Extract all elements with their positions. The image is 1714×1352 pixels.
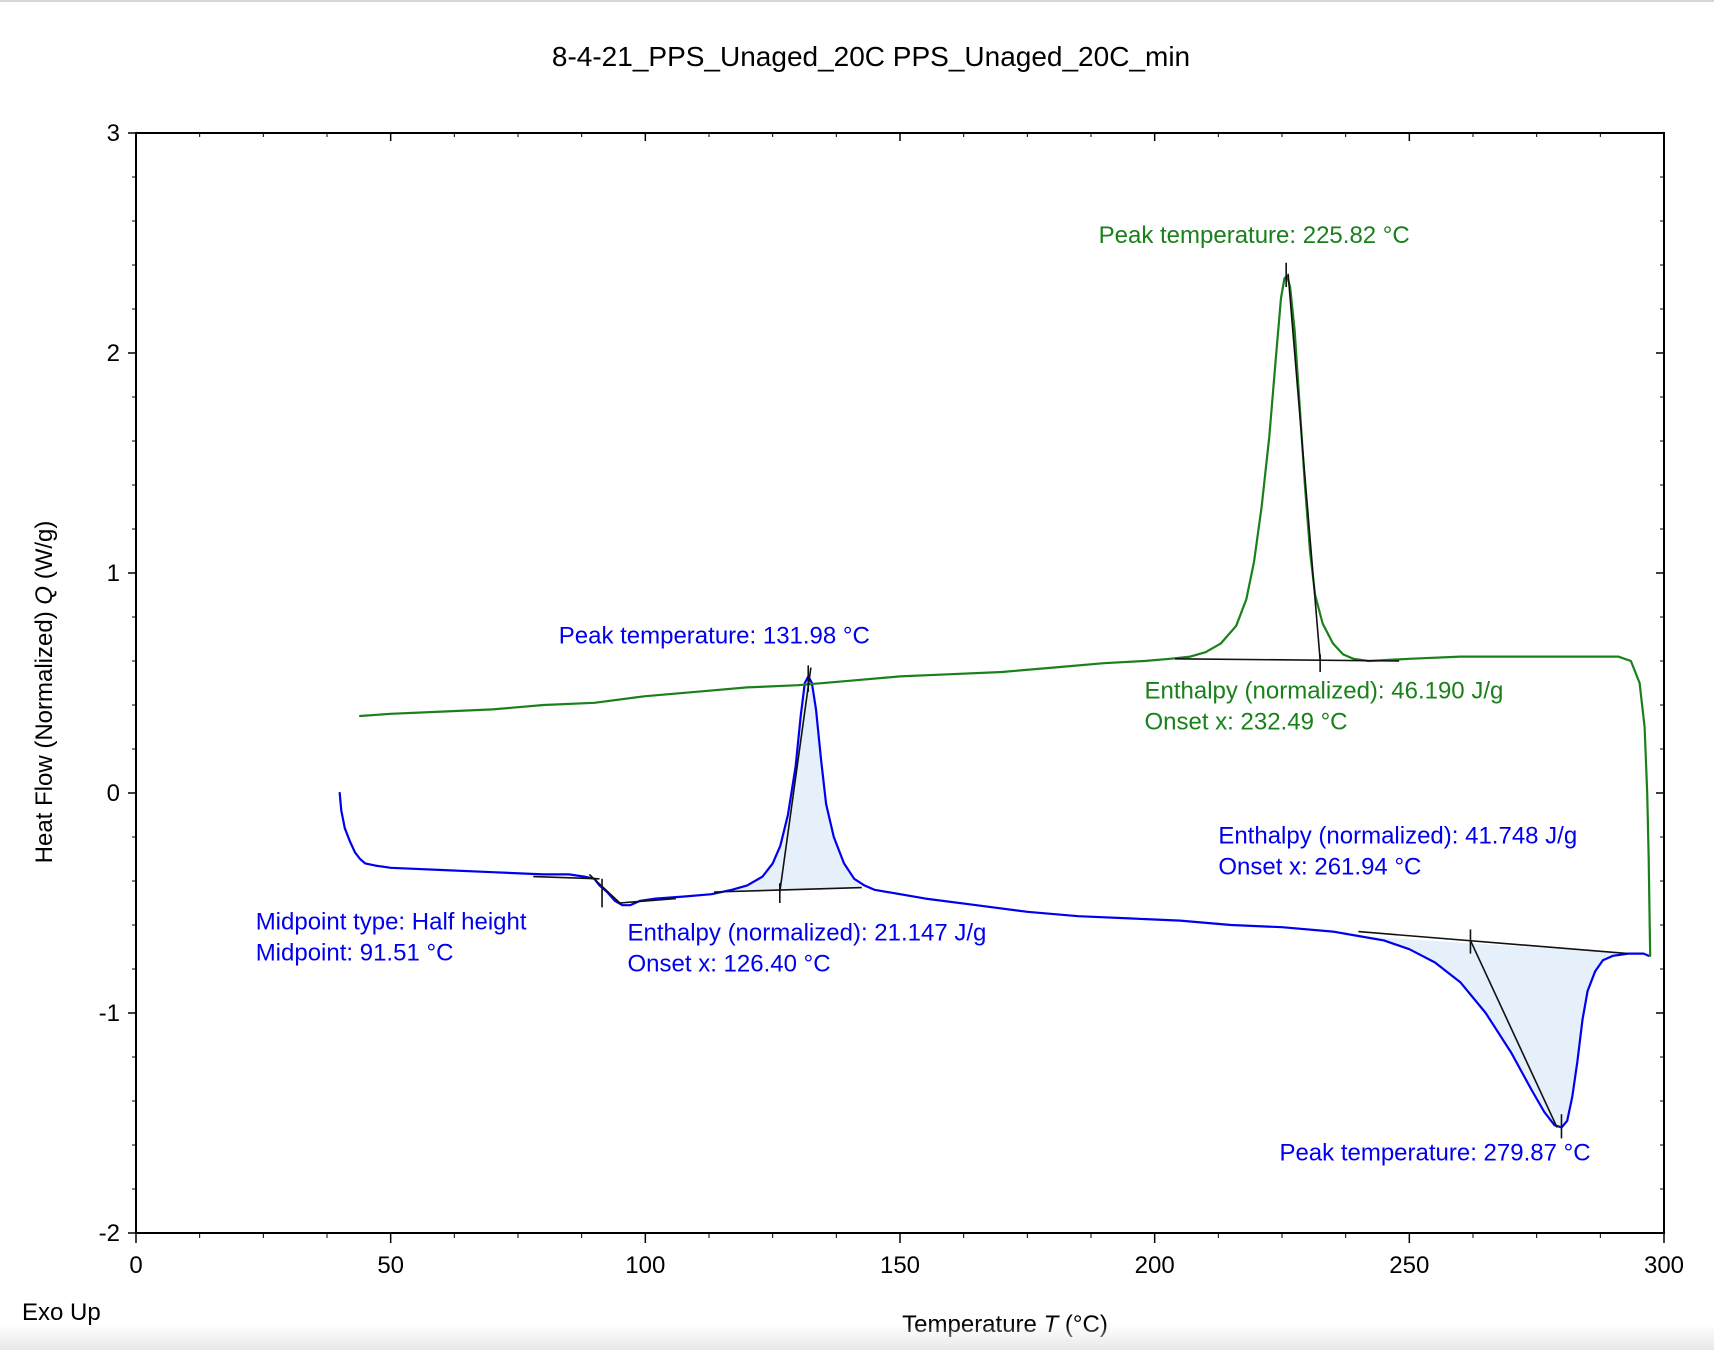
annotation-text: Peak temperature: 131.98 °C (559, 622, 870, 649)
x-tick-label: 150 (880, 1252, 920, 1279)
annotation-text: Onset x: 261.94 °C (1218, 854, 1421, 881)
onset-tangent-line (779, 667, 812, 893)
analysis-lines (533, 262, 1629, 1139)
annotation-text: Peak temperature: 279.87 °C (1279, 1139, 1590, 1166)
annotation-text: Onset x: 232.49 °C (1144, 708, 1347, 735)
annotation-text: Peak temperature: 225.82 °C (1099, 222, 1410, 249)
y-tick-label: 1 (107, 560, 120, 587)
exo-up-note: Exo Up (22, 1299, 101, 1326)
onset-tangent-line (1469, 940, 1558, 1128)
annotation-text: Enthalpy (normalized): 21.147 J/g (628, 919, 987, 946)
y-tick-label: -2 (99, 1220, 120, 1247)
peak-area-fill (714, 676, 862, 892)
annotation-text: Midpoint type: Half height (256, 908, 527, 935)
annotation-text: Midpoint: 91.51 °C (256, 939, 454, 966)
integration-fills (714, 676, 1629, 1128)
series-lines (338, 274, 1652, 1129)
integration-baseline (1175, 658, 1400, 662)
annotation-text: Onset x: 126.40 °C (628, 950, 831, 977)
annotation-text: Enthalpy (normalized): 46.190 J/g (1144, 677, 1503, 704)
axes: 0 50 100 150 200 250 300 -2 -1 0 1 2 3 (99, 120, 1684, 1279)
annotations: Peak temperature: 225.82 °C Enthalpy (nor… (256, 222, 1591, 1166)
x-tick-label: 0 (129, 1252, 142, 1279)
peak-area-fill (1358, 936, 1629, 1128)
annotation-text: Enthalpy (normalized): 41.748 J/g (1218, 823, 1577, 850)
x-tick-label: 250 (1389, 1252, 1429, 1279)
window-bottom-edge (0, 1324, 1714, 1350)
x-tick-label: 100 (625, 1252, 665, 1279)
tg-baseline-after (619, 897, 676, 904)
tg-baseline-before (533, 875, 600, 880)
y-tick-label: 3 (107, 120, 120, 147)
integration-baseline (1358, 930, 1629, 955)
x-tick-label: 200 (1135, 1252, 1175, 1279)
x-tick-label: 300 (1644, 1252, 1684, 1279)
y-axis-label: Heat Flow (Normalized) Q (W/g) (31, 521, 58, 864)
y-tick-label: 2 (107, 340, 120, 367)
y-tick-label: 0 (107, 780, 120, 807)
chart-title: 8-4-21_PPS_Unaged_20C PPS_Unaged_20C_min (552, 41, 1190, 72)
x-tick-label: 50 (377, 1252, 404, 1279)
onset-tangent-line (1287, 273, 1321, 662)
series-line (338, 675, 1650, 1129)
y-tick-label: -1 (99, 1000, 120, 1027)
tg-tangent (588, 873, 621, 904)
integration-baseline (714, 886, 862, 893)
series-line (359, 274, 1652, 957)
